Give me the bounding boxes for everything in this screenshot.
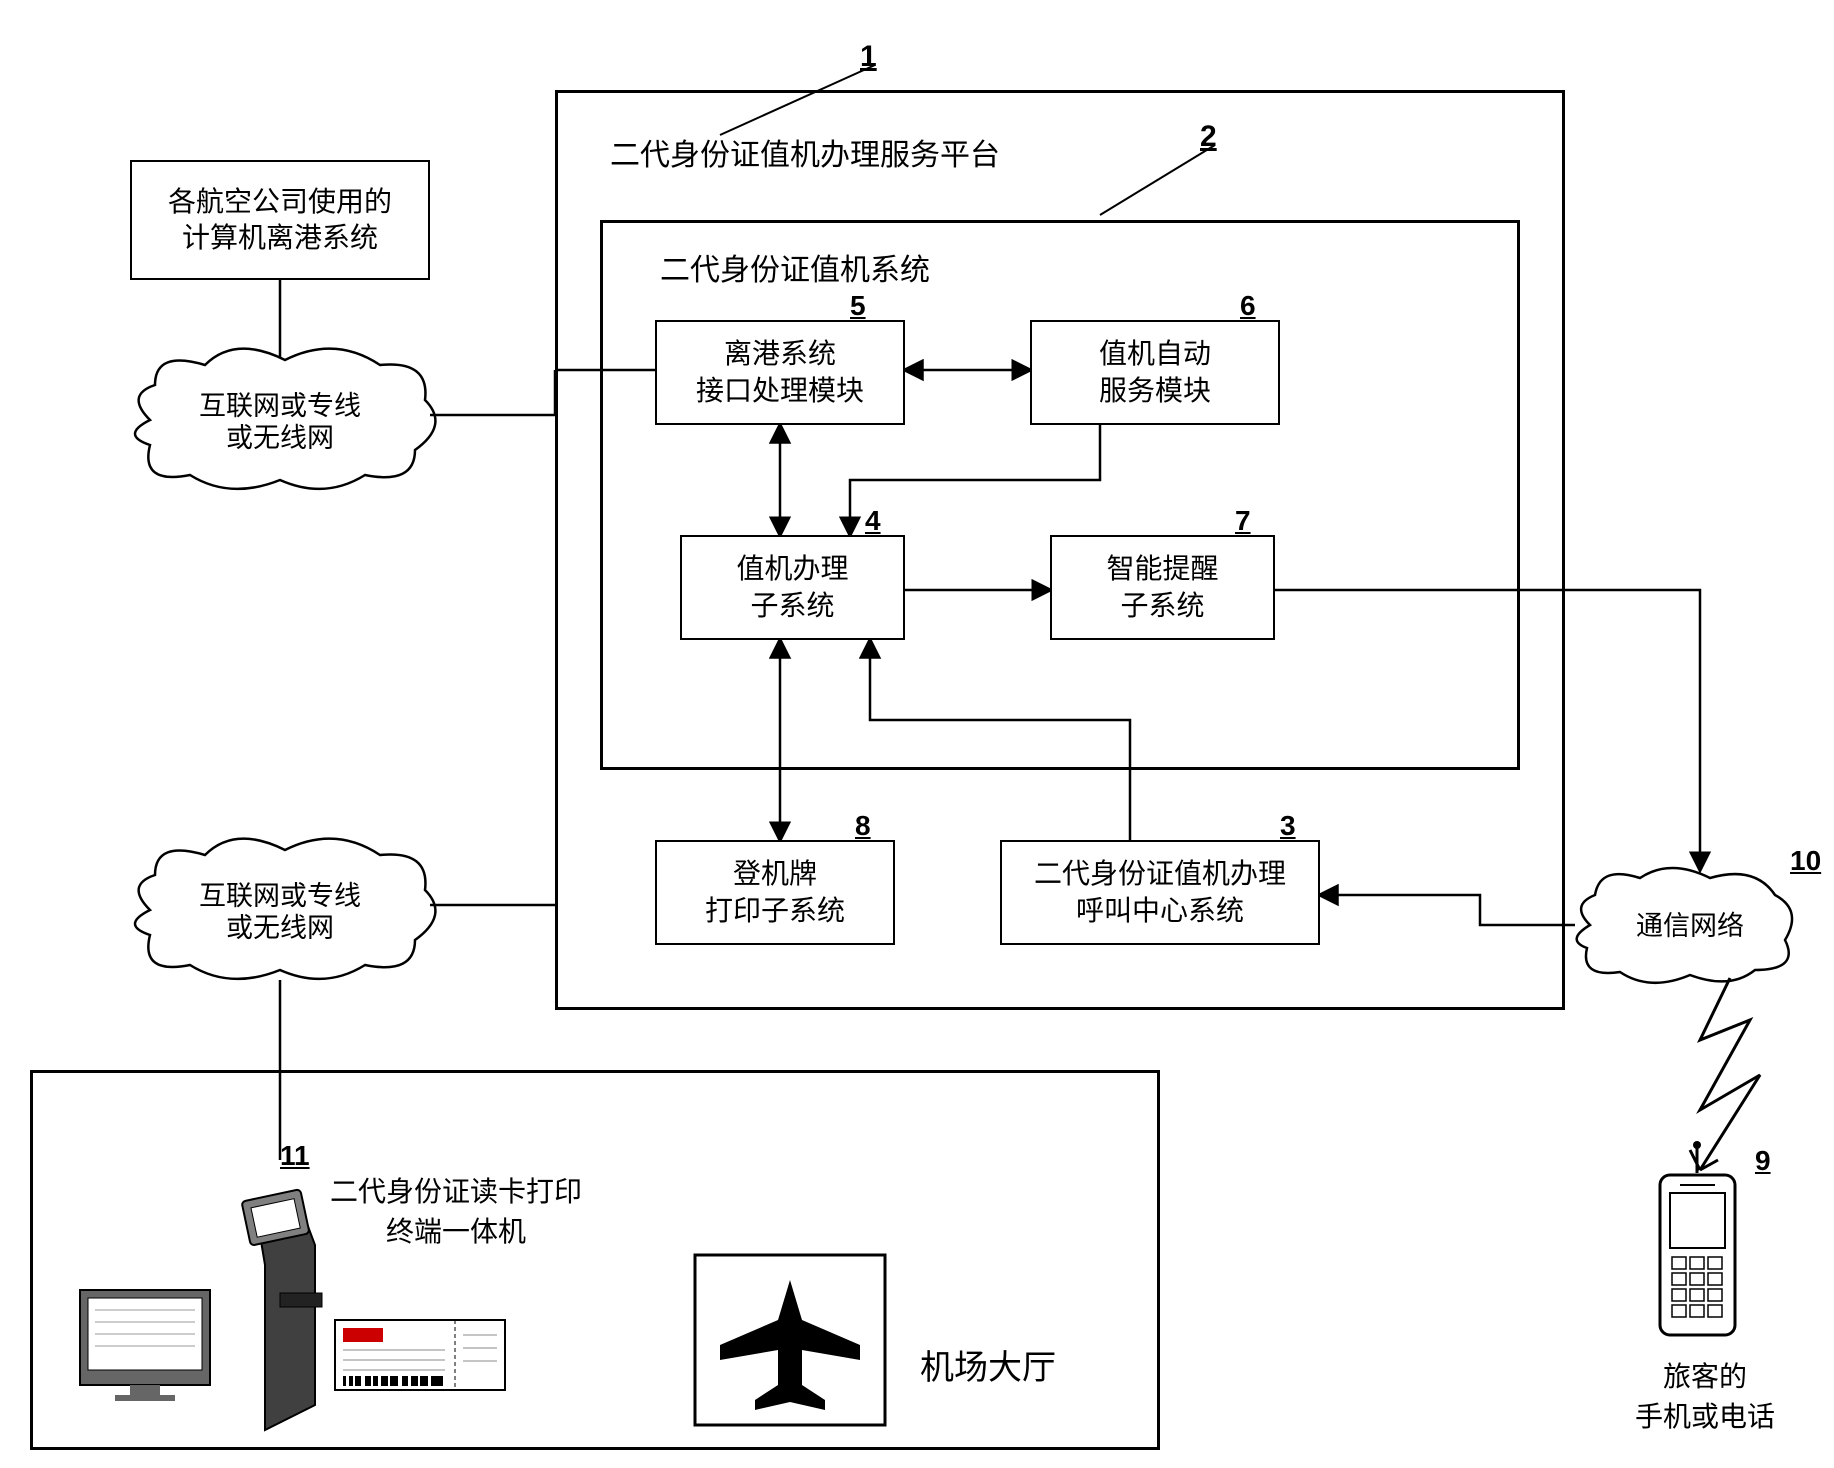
num-3: 3	[1280, 810, 1296, 842]
box-mod6: 值机自动 服务模块	[1030, 320, 1280, 425]
box-mod3: 二代身份证值机办理 呼叫中心系统	[1000, 840, 1320, 945]
num-10: 10	[1790, 845, 1821, 877]
num-5: 5	[850, 290, 866, 322]
box-system	[600, 220, 1520, 770]
box-mod7: 智能提醒 子系统	[1050, 535, 1275, 640]
num-7: 7	[1235, 505, 1251, 537]
num-11: 11	[280, 1140, 310, 1172]
num-9: 9	[1755, 1145, 1771, 1177]
mod8-text: 登机牌 打印子系统	[705, 856, 845, 929]
num-6: 6	[1240, 290, 1256, 322]
num-2: 2	[1200, 120, 1217, 154]
box-airport	[30, 1070, 1160, 1450]
phone-icon	[1660, 1141, 1735, 1335]
box-airlines: 各航空公司使用的 计算机离港系统	[130, 160, 430, 280]
box-mod5: 离港系统 接口处理模块	[655, 320, 905, 425]
cloud-net2-text: 互联网或专线 或无线网	[165, 880, 395, 945]
num-1: 1	[860, 40, 877, 74]
airport-title: 机场大厅	[920, 1340, 1056, 1389]
num-4: 4	[865, 505, 881, 537]
box-mod4: 值机办理 子系统	[680, 535, 905, 640]
mod5-text: 离港系统 接口处理模块	[696, 336, 864, 409]
platform-title: 二代身份证值机办理服务平台	[610, 130, 1000, 174]
cloud-net1-text: 互联网或专线 或无线网	[165, 390, 395, 455]
box-mod8: 登机牌 打印子系统	[655, 840, 895, 945]
airlines-text: 各航空公司使用的 计算机离港系统	[168, 184, 392, 257]
mod6-text: 值机自动 服务模块	[1099, 336, 1211, 409]
mod4-text: 值机办理 子系统	[736, 551, 848, 624]
mod3-text: 二代身份证值机办理 呼叫中心系统	[1034, 856, 1286, 929]
system-title: 二代身份证值机系统	[660, 245, 930, 289]
kiosk-label: 二代身份证读卡打印 终端一体机	[330, 1170, 582, 1250]
num-8: 8	[855, 810, 871, 842]
phone-label: 旅客的 手机或电话	[1635, 1355, 1775, 1435]
cloud-comm-text: 通信网络	[1620, 910, 1760, 942]
mod7-text: 智能提醒 子系统	[1106, 551, 1218, 624]
